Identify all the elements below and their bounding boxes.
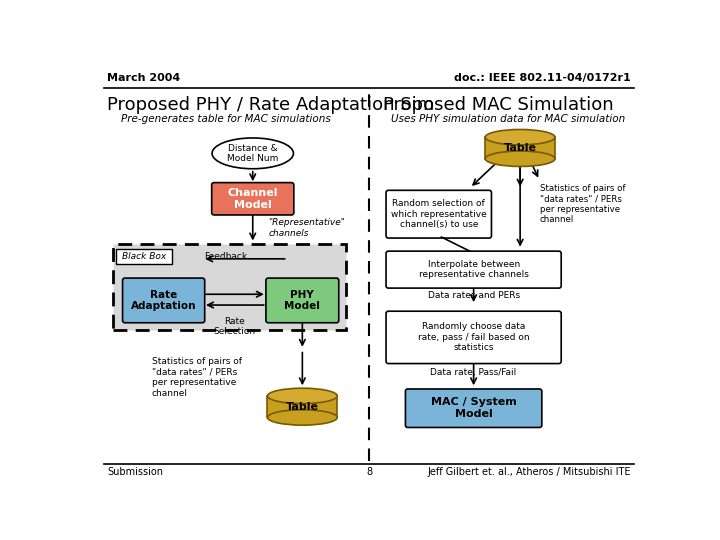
Text: doc.: IEEE 802.11-04/0172r1: doc.: IEEE 802.11-04/0172r1 [454,73,631,83]
Text: Feedback: Feedback [204,252,247,261]
Text: March 2004: March 2004 [107,73,180,83]
FancyBboxPatch shape [113,244,346,330]
Text: Table: Table [286,402,319,411]
Ellipse shape [212,138,294,168]
Text: Randomly choose data
rate, pass / fail based on
statistics: Randomly choose data rate, pass / fail b… [418,322,529,352]
Ellipse shape [485,151,555,166]
FancyBboxPatch shape [212,183,294,215]
Ellipse shape [267,388,337,403]
Text: PHY
Model: PHY Model [284,289,320,311]
FancyBboxPatch shape [386,190,492,238]
Text: MAC / System
Model: MAC / System Model [431,397,516,419]
FancyBboxPatch shape [122,278,204,323]
Text: Table: Table [503,143,536,153]
Text: Data rates and PERs: Data rates and PERs [428,291,520,300]
Ellipse shape [485,130,555,145]
Text: Rate
Selection: Rate Selection [214,317,256,336]
Text: Channel
Model: Channel Model [228,188,278,210]
Polygon shape [267,396,337,417]
Text: Random selection of
which representative
channel(s) to use: Random selection of which representative… [391,199,487,229]
Text: Pre-generates table for MAC simulations: Pre-generates table for MAC simulations [121,114,330,124]
FancyBboxPatch shape [117,249,172,264]
Ellipse shape [267,410,337,425]
Polygon shape [485,137,555,159]
Text: Interpolate between
representative channels: Interpolate between representative chann… [419,260,528,279]
FancyBboxPatch shape [405,389,542,428]
Text: Black Box: Black Box [122,252,166,261]
Text: Proposed MAC Simulation: Proposed MAC Simulation [383,96,613,114]
Text: Uses PHY simulation data for MAC simulation: Uses PHY simulation data for MAC simulat… [392,114,626,124]
Text: Submission: Submission [107,467,163,477]
Text: Statistics of pairs of
"data rates" / PERs
per representative
channel: Statistics of pairs of "data rates" / PE… [152,357,242,397]
Text: Statistics of pairs of
"data rates" / PERs
per representative
channel: Statistics of pairs of "data rates" / PE… [539,184,625,224]
FancyBboxPatch shape [386,311,561,363]
Text: Distance &
Model Num: Distance & Model Num [227,144,279,163]
Text: Data rate, Pass/Fail: Data rate, Pass/Fail [431,368,517,377]
Text: Rate
Adaptation: Rate Adaptation [131,289,197,311]
Text: Proposed PHY / Rate Adaptation Sim: Proposed PHY / Rate Adaptation Sim [107,96,434,114]
Text: "Representative"
channels: "Representative" channels [269,218,345,238]
Text: 8: 8 [366,467,372,477]
FancyBboxPatch shape [266,278,339,323]
FancyBboxPatch shape [386,251,561,288]
Text: Jeff Gilbert et. al., Atheros / Mitsubishi ITE: Jeff Gilbert et. al., Atheros / Mitsubis… [428,467,631,477]
